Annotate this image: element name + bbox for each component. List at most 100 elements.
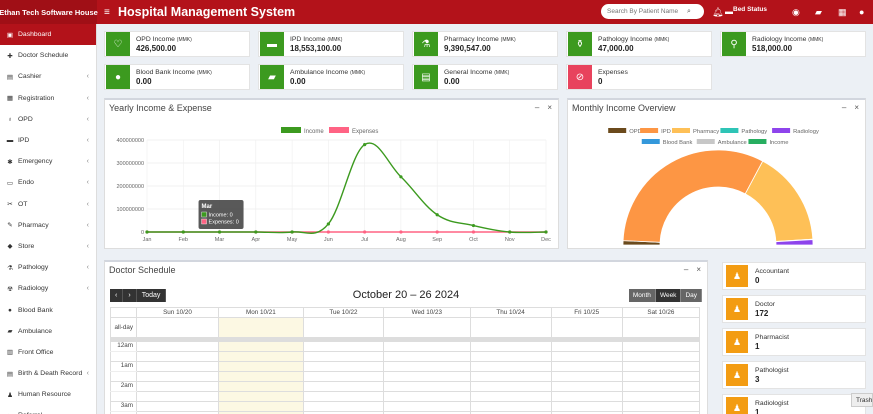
next-week-button[interactable]: ›	[123, 289, 137, 302]
sidebar-item-pharmacy[interactable]: ✎ Pharmacy ‹	[0, 215, 96, 236]
time-slot[interactable]	[469, 401, 552, 412]
time-slot[interactable]	[302, 341, 385, 352]
sidebar-item-dashboard[interactable]: ▣ Dashboard	[0, 24, 96, 46]
bed-status-link[interactable]: Bed Status	[733, 6, 767, 13]
folder-icon[interactable]: ▰	[815, 7, 822, 17]
time-slot[interactable]	[136, 351, 219, 362]
sidebar-item-ot[interactable]: ✂ OT ‹	[0, 194, 96, 215]
time-slot[interactable]	[136, 341, 219, 352]
calendar-icon[interactable]: ▦	[838, 7, 847, 17]
time-slot[interactable]	[217, 341, 304, 352]
time-slot[interactable]	[621, 361, 701, 372]
patient-search[interactable]: ⌕	[601, 4, 704, 19]
collapse-icon[interactable]: –	[534, 103, 540, 112]
time-slot[interactable]	[302, 351, 385, 362]
time-slot[interactable]	[302, 391, 385, 402]
close-icon[interactable]: ×	[696, 265, 701, 274]
view-day-button[interactable]: Day	[681, 289, 702, 302]
time-slot[interactable]	[621, 411, 701, 414]
collapse-icon[interactable]: –	[683, 265, 689, 274]
time-slot[interactable]	[621, 401, 701, 412]
time-slot[interactable]	[383, 391, 471, 402]
sidebar-item-registration[interactable]: ▦ Registration ‹	[0, 88, 96, 109]
time-slot[interactable]	[302, 371, 385, 382]
view-month-button[interactable]: Month	[628, 289, 656, 302]
time-slot[interactable]	[550, 371, 623, 382]
allday-slot[interactable]	[302, 317, 385, 338]
time-slot[interactable]	[302, 381, 385, 392]
time-slot[interactable]	[383, 361, 471, 372]
time-slot[interactable]	[550, 391, 623, 402]
sidebar-item-opd[interactable]: ♁ OPD ‹	[0, 109, 96, 130]
time-slot[interactable]	[550, 361, 623, 372]
time-slot[interactable]	[383, 411, 471, 414]
time-slot[interactable]	[621, 381, 701, 392]
time-slot[interactable]	[621, 391, 701, 402]
time-slot[interactable]	[217, 351, 304, 362]
time-slot[interactable]	[621, 351, 701, 362]
sidebar-item-ambulance[interactable]: ▰ Ambulance	[0, 321, 96, 342]
sidebar-item-human-resource[interactable]: ♟ Human Resource	[0, 384, 96, 405]
view-week-button[interactable]: Week	[655, 289, 682, 302]
sidebar-item-radiology[interactable]: ☢ Radiology ‹	[0, 278, 96, 299]
whatsapp-icon[interactable]: ◉	[792, 7, 800, 17]
time-slot[interactable]	[469, 371, 552, 382]
time-slot[interactable]	[621, 371, 701, 382]
time-slot[interactable]	[383, 371, 471, 382]
sidebar-item-referral[interactable]: ➤ Referral	[0, 405, 96, 414]
time-slot[interactable]	[383, 351, 471, 362]
time-slot[interactable]	[469, 341, 552, 352]
time-slot[interactable]	[302, 401, 385, 412]
time-slot[interactable]	[550, 351, 623, 362]
time-slot[interactable]	[217, 401, 304, 412]
time-slot[interactable]	[383, 401, 471, 412]
time-slot[interactable]	[621, 341, 701, 352]
sidebar-item-front-office[interactable]: ▥ Front Office	[0, 342, 96, 363]
close-icon[interactable]: ×	[547, 103, 552, 112]
time-slot[interactable]	[469, 351, 552, 362]
time-slot[interactable]	[469, 391, 552, 402]
time-slot[interactable]	[136, 401, 219, 412]
time-slot[interactable]	[550, 341, 623, 352]
sidebar-item-emergency[interactable]: ✱ Emergency ‹	[0, 151, 96, 172]
time-slot[interactable]	[550, 401, 623, 412]
time-slot[interactable]	[383, 381, 471, 392]
time-slot[interactable]	[136, 381, 219, 392]
close-icon[interactable]: ×	[854, 103, 859, 112]
sidebar-item-blood-bank[interactable]: ● Blood Bank	[0, 299, 96, 320]
search-input[interactable]	[607, 8, 687, 15]
time-slot[interactable]	[217, 381, 304, 392]
trash-button[interactable]: Trash	[851, 393, 873, 407]
time-slot[interactable]	[217, 371, 304, 382]
time-slot[interactable]	[136, 391, 219, 402]
time-slot[interactable]	[136, 411, 219, 414]
time-slot[interactable]	[217, 391, 304, 402]
brand-name[interactable]: Ethan Tech Software House	[0, 0, 98, 24]
time-slot[interactable]	[469, 381, 552, 392]
allday-slot[interactable]	[469, 317, 552, 338]
time-slot[interactable]	[469, 361, 552, 372]
allday-slot[interactable]	[550, 317, 623, 338]
time-slot[interactable]	[136, 371, 219, 382]
sidebar-item-cashier[interactable]: ▤ Cashier ‹	[0, 66, 96, 87]
sidebar-item-pathology[interactable]: ⚗ Pathology ‹	[0, 257, 96, 278]
time-slot[interactable]	[550, 411, 623, 414]
prev-week-button[interactable]: ‹	[110, 289, 124, 302]
today-button[interactable]: Today	[136, 289, 167, 302]
menu-toggle-icon[interactable]: ≡	[104, 6, 110, 18]
allday-slot[interactable]	[136, 317, 219, 338]
allday-slot[interactable]	[383, 317, 471, 338]
sidebar-item-ipd[interactable]: ▬ IPD ‹	[0, 130, 96, 151]
user-icon[interactable]: ●	[859, 7, 865, 17]
time-slot[interactable]	[217, 361, 304, 372]
collapse-icon[interactable]: –	[841, 103, 847, 112]
time-slot[interactable]	[383, 341, 471, 352]
allday-slot[interactable]	[217, 317, 304, 338]
time-slot[interactable]	[136, 361, 219, 372]
allday-slot[interactable]	[621, 317, 701, 338]
sidebar-item-endo[interactable]: ▭ Endo ‹	[0, 172, 96, 193]
sidebar-item-doctor-schedule[interactable]: ✚ Doctor Schedule	[0, 45, 96, 66]
time-slot[interactable]	[302, 361, 385, 372]
sidebar-item-store[interactable]: ◆ Store ‹	[0, 236, 96, 257]
bell-icon[interactable]: 🔔︎	[712, 7, 724, 17]
